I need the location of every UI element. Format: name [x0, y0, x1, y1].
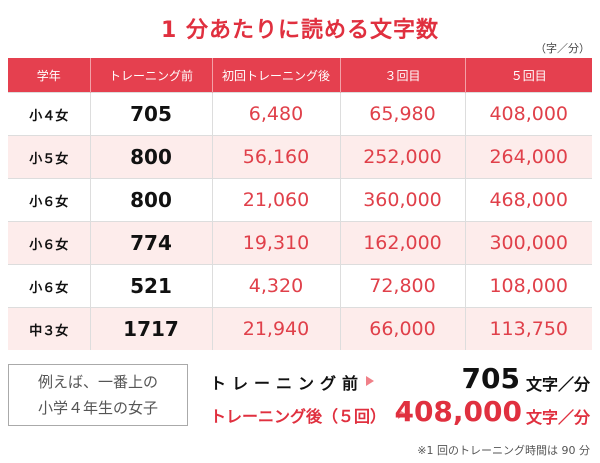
- before-value: 705: [461, 362, 520, 395]
- grade-cell: 中３女: [8, 307, 90, 350]
- example-line: 例えば、一番上の: [37, 373, 158, 391]
- unit-note: （字／分）: [535, 42, 590, 55]
- column-header: ５回目: [464, 58, 592, 93]
- grade-cell: 小４女: [8, 92, 90, 136]
- count-cell: 72,800: [339, 264, 465, 308]
- table-row: 中３女 1717 21,940 66,000 113,750: [8, 307, 592, 350]
- grade-cell: 小６女: [8, 264, 90, 308]
- count-cell: 1717: [89, 307, 212, 350]
- after-label: トレーニング後（５回）: [210, 407, 387, 426]
- table-row: 小６女 800 21,060 360,000 468,000: [8, 178, 592, 222]
- count-cell: 800: [89, 135, 212, 179]
- table-row: 小６女 774 19,310 162,000 300,000: [8, 221, 592, 265]
- grade-cell: 小５女: [8, 135, 90, 179]
- count-cell: 360,000: [339, 178, 465, 222]
- count-cell: 800: [89, 178, 212, 222]
- grade-cell: 小６女: [8, 178, 90, 222]
- column-header: 学年: [8, 58, 90, 93]
- grade-cell: 小６女: [8, 221, 90, 265]
- after-unit: 文字／分: [525, 408, 590, 427]
- example-line: 小学４年生の女子: [37, 399, 158, 417]
- title: 1 分あたりに読める文字数: [161, 18, 439, 43]
- arrow: [366, 376, 374, 386]
- count-cell: 108,000: [464, 264, 592, 308]
- before-label: トレーニング前: [210, 374, 365, 393]
- header-row: 学年 トレーニング前 初回トレーニング後 ３回目 ５回目: [8, 58, 592, 93]
- count-cell: 65,980: [339, 92, 465, 136]
- count-cell: 113,750: [464, 307, 592, 350]
- count-cell: 264,000: [464, 135, 592, 179]
- table-row: 小６女 521 4,320 72,800 108,000: [8, 264, 592, 308]
- count-cell: 705: [89, 92, 212, 136]
- before-unit: 文字／分: [525, 375, 590, 394]
- after-value: 408,000: [394, 395, 522, 428]
- count-cell: 521: [89, 264, 212, 308]
- count-cell: 56,160: [211, 135, 340, 179]
- column-header: 初回トレーニング後: [211, 58, 340, 93]
- footnote: ※1 回のトレーニング時間は 90 分: [417, 444, 590, 457]
- count-cell: 300,000: [464, 221, 592, 265]
- count-cell: 162,000: [339, 221, 465, 265]
- count-cell: 468,000: [464, 178, 592, 222]
- count-cell: 21,940: [211, 307, 340, 350]
- count-cell: 21,060: [211, 178, 340, 222]
- arrow: [398, 409, 406, 419]
- count-cell: 66,000: [339, 307, 465, 350]
- count-cell: 774: [89, 221, 212, 265]
- table-row: 小４女 705 6,480 65,980 408,000: [8, 92, 592, 136]
- count-cell: 252,000: [339, 135, 465, 179]
- example-box: 例えば、一番上の 小学４年生の女子: [8, 364, 188, 426]
- column-header: ３回目: [339, 58, 465, 93]
- count-cell: 4,320: [211, 264, 340, 308]
- column-header: トレーニング前: [89, 58, 212, 93]
- table-row: 小５女 800 56,160 252,000 264,000: [8, 135, 592, 179]
- reading-table: 学年 トレーニング前 初回トレーニング後 ３回目 ５回目 小４女 705 6,480 65,9…: [8, 58, 592, 350]
- count-cell: 408,000: [464, 92, 592, 136]
- count-cell: 6,480: [211, 92, 340, 136]
- table-body: 小４女 705 6,480 65,980 408,000 小５女 800 56,160 252,…: [8, 92, 592, 350]
- count-cell: 19,310: [211, 221, 340, 265]
